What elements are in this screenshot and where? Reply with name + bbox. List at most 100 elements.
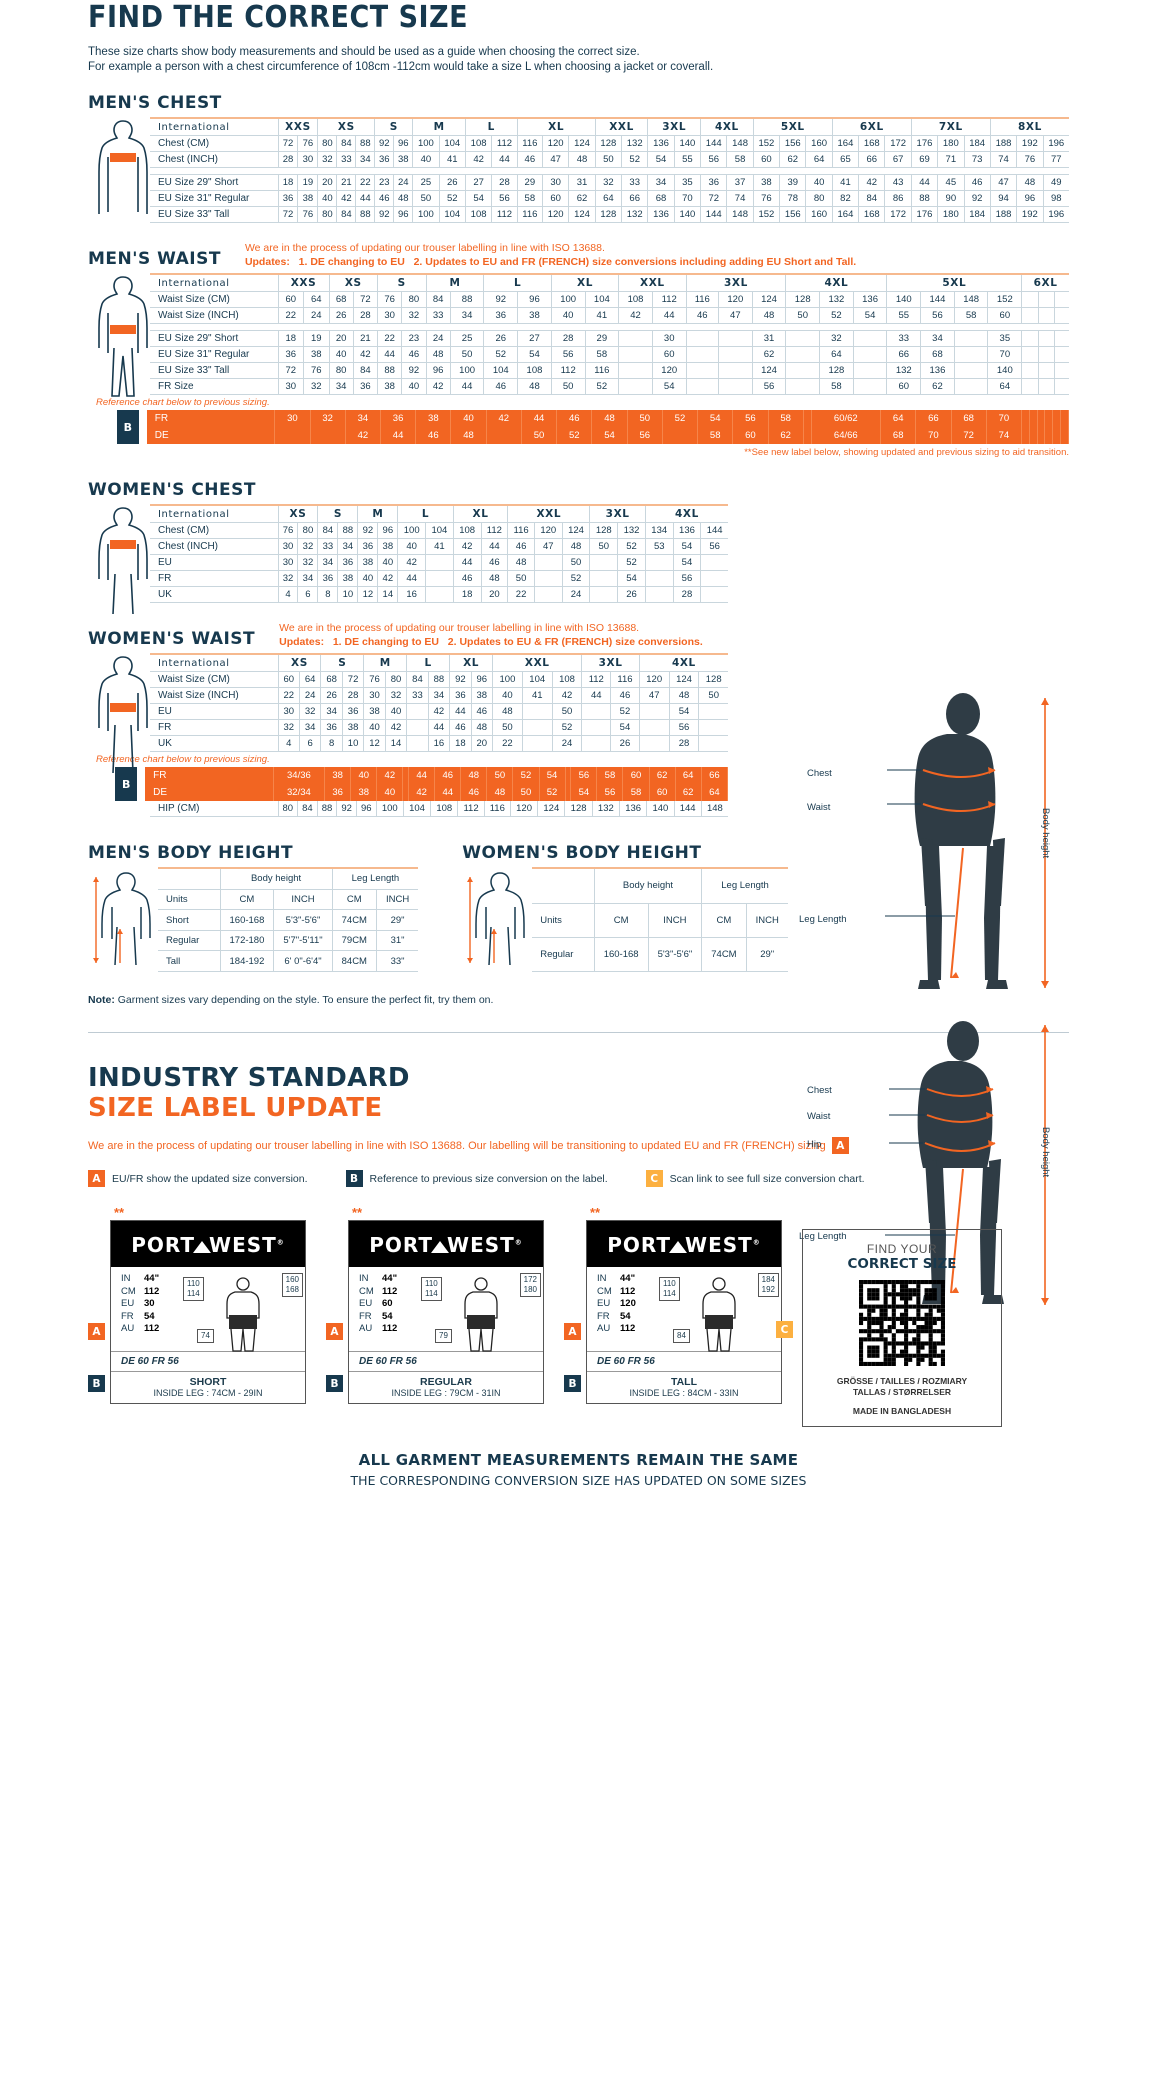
table-cell <box>954 362 989 379</box>
mens-waist-title: MEN'S WAIST <box>88 249 221 269</box>
table-cell <box>1054 330 1069 347</box>
row-label: FR <box>145 767 274 784</box>
table-cell: 44 <box>652 307 687 324</box>
table-cell: 188 <box>990 206 1018 223</box>
table-spacer-row <box>150 167 1069 175</box>
table-cell: 52 <box>819 307 854 324</box>
table-cell: 33 <box>406 687 429 704</box>
table-spacer-row <box>150 323 1069 331</box>
table-cell: 40 <box>412 151 440 168</box>
row-label: Waist Size (INCH) <box>150 687 279 704</box>
table-cell: 46 <box>507 538 535 555</box>
table-cell: 104 <box>425 522 454 539</box>
womens-waist-update-note: We are in the process of updating our tr… <box>279 621 703 649</box>
table-cell: 54 <box>697 410 734 427</box>
table-cell: 58 <box>622 784 650 801</box>
womens-waist-reference-note: Reference chart below to previous sizing… <box>96 754 270 765</box>
table-cell: 14 <box>377 586 399 603</box>
table-cell <box>785 378 821 395</box>
table-cell: 44 <box>408 767 436 784</box>
table-cell: 52 <box>439 190 466 207</box>
table-cell: 38 <box>393 151 414 168</box>
table-cell: 74 <box>990 151 1018 168</box>
table-cell: 50 <box>562 554 591 571</box>
table-cell: 44 <box>434 784 462 801</box>
table-cell: 16 <box>397 586 427 603</box>
table-cell: 128 <box>698 671 728 688</box>
garment-label-card: ** PORT WEST® IN 44" CM 112 EU 30 FR 54 AU 112 110 114… <box>88 1205 308 1404</box>
table-cell: 54 <box>652 378 687 395</box>
table-cell: 48 <box>669 687 700 704</box>
size-value: 54 <box>620 1310 631 1322</box>
table-cell: 30 <box>278 378 304 395</box>
womens-updates-label: Updates: <box>279 636 325 648</box>
size-conversion-row: IN 44" <box>597 1273 659 1286</box>
table-cell: 70 <box>987 346 1023 363</box>
table-cell: 42 <box>618 307 653 324</box>
badge-b-womens-waist: B <box>115 767 138 801</box>
size-group-header: S <box>374 117 414 136</box>
size-group-header: 6XL <box>1021 273 1069 292</box>
table-cell: 104 <box>403 801 432 817</box>
table-cell: 176 <box>911 135 939 152</box>
registered-mark: ® <box>276 1238 285 1247</box>
table-cell: 36 <box>278 190 299 207</box>
table-cell: 52 <box>585 378 620 395</box>
size-conversion-row: AU 112 <box>597 1323 659 1336</box>
size-group-header: M <box>357 504 399 523</box>
bh-row: Short 160-168 5'3"-5'6" 74CM 29" <box>158 909 419 931</box>
table-cell: 33 <box>336 151 357 168</box>
mens-chest-table-wrap: International XXS XS S M L XL XXL 3XL 4XL 5XL 6XL 7X… <box>88 117 1069 223</box>
table-row: Chest (INCH) 28 30 32 33 34 36 38 40 41 42 44 46 47 48… <box>150 151 1069 168</box>
table-cell: 35 <box>674 174 702 191</box>
table-cell: 192 <box>1016 206 1044 223</box>
table-cell: 72 <box>278 206 299 223</box>
table-cell: 64 <box>595 190 623 207</box>
table-cell: 42 <box>385 719 408 736</box>
table-cell: 41 <box>585 307 620 324</box>
previous-sizing-row: DE 32/34 36 38 40 42 44 46 48 50 52 54 56 58 60 62 64 <box>145 784 729 801</box>
table-cell: 50 <box>521 427 558 444</box>
table-cell: 88 <box>450 291 485 308</box>
table-cell <box>425 570 454 587</box>
table-cell <box>402 784 410 801</box>
table-cell <box>954 378 989 395</box>
badge-a-on-label: A <box>564 1323 581 1340</box>
inside-leg-text: INSIDE LEG : 79CM - 31IN <box>391 1388 501 1398</box>
table-cell: 112 <box>491 135 518 152</box>
table-cell: 40 <box>363 719 386 736</box>
table-cell: 88 <box>355 135 376 152</box>
mens-update-1: 1. DE changing to EU <box>298 256 405 268</box>
table-cell <box>686 378 719 395</box>
previous-de: DE 60 <box>121 1356 149 1367</box>
table-cell: 58 <box>726 151 754 168</box>
label-figure: 110 114 184 192 84 <box>659 1273 781 1352</box>
table-cell: 48 <box>460 767 488 784</box>
table-cell: 47 <box>542 151 570 168</box>
header-international: International <box>150 653 279 672</box>
table-cell: 50 <box>507 570 535 587</box>
womens-chest-table: International XS S M L XL XXL 3XL 4XL Chest (CM) 7… <box>150 504 728 603</box>
table-cell: 124 <box>669 671 700 688</box>
table-cell: 140 <box>987 362 1023 379</box>
garment-label-card: ** PORT WEST® IN 44" CM 112 EU 60 FR 54 AU 112 110 114… <box>326 1205 546 1404</box>
qr-code-image[interactable] <box>859 1280 945 1366</box>
table-cell <box>589 554 619 571</box>
size-conversion-row: CM 112 <box>121 1286 183 1299</box>
row-label: EU Size 29" Short <box>150 330 279 347</box>
bh-cell: 184-192 <box>220 950 275 972</box>
bh-cell: 160-168 <box>594 937 649 973</box>
table-cell <box>425 586 454 603</box>
table-cell: 36 <box>380 410 417 427</box>
table-cell: 62 <box>649 767 676 784</box>
table-cell: 140 <box>674 135 702 152</box>
table-cell: 120 <box>534 522 563 539</box>
table-cell <box>718 330 753 347</box>
row-label: Waist Size (CM) <box>150 291 279 308</box>
womens-hip-wrap: HIP (CM) 80 84 88 92 96 100 104 108 112 116 120 124 1… <box>88 801 728 817</box>
table-cell: 36 <box>324 784 352 801</box>
table-cell: 32 <box>278 719 300 736</box>
table-cell: 44 <box>481 538 509 555</box>
garment-note-label: Note: <box>88 994 115 1006</box>
